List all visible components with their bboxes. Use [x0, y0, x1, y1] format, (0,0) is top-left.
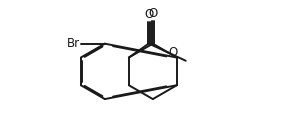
Text: Br: Br	[67, 37, 80, 50]
Text: O: O	[169, 46, 178, 59]
Text: O: O	[144, 8, 153, 21]
Text: O: O	[148, 7, 158, 20]
